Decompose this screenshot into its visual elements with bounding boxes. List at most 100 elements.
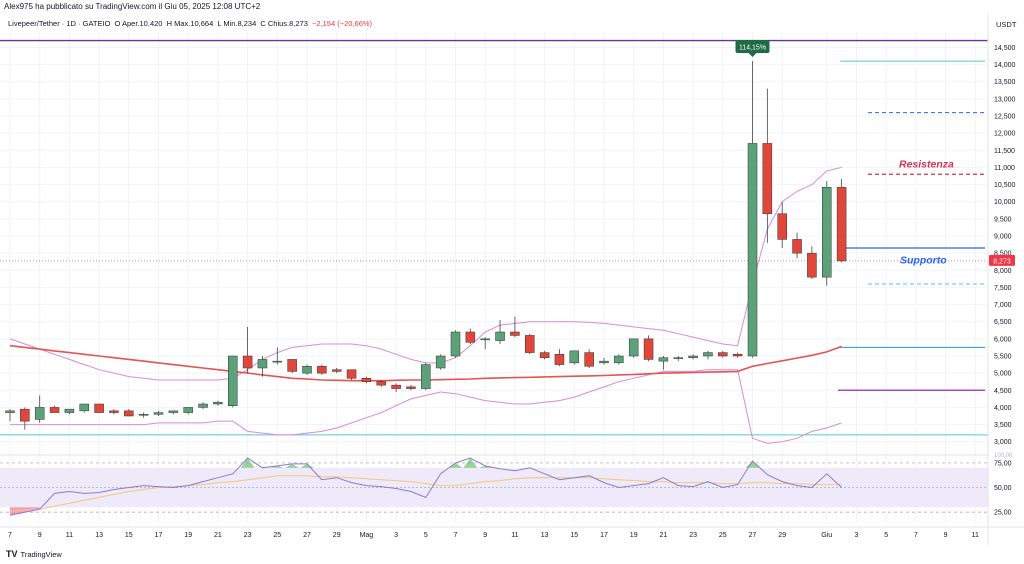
- candle-up: [257, 359, 268, 369]
- last-price-badge-text: 8,273: [993, 258, 1011, 265]
- price-tick-label: 6,500: [994, 319, 1012, 326]
- price-tick-label: 11,500: [994, 148, 1015, 155]
- time-tick-label: 17: [155, 532, 163, 539]
- time-tick-label: 11: [972, 532, 979, 539]
- tradingview-logo[interactable]: TV TradingView: [6, 549, 62, 559]
- resistance-label: Resistenza: [899, 158, 954, 170]
- candle-up: [480, 338, 490, 341]
- time-tick-label: 27: [303, 532, 311, 539]
- rsi-tick-label: 25,00: [994, 510, 1012, 517]
- candle-up: [79, 403, 89, 412]
- price-tick-label: 8,500: [994, 251, 1012, 258]
- time-tick-label: 3: [394, 532, 398, 539]
- grid-layer: [0, 32, 988, 522]
- rsi-overbought-fill: [300, 463, 314, 468]
- rsi-top-tick-label: 100,00: [994, 453, 1013, 459]
- time-tick-label: 7: [914, 532, 918, 539]
- time-tick-label: 15: [125, 532, 133, 539]
- tradingview-icon: TV: [6, 549, 18, 559]
- candle-up: [822, 187, 832, 278]
- candle-up: [138, 414, 149, 416]
- candle-up: [272, 360, 283, 363]
- time-tick-label: 21: [660, 532, 668, 539]
- time-tick-label: 13: [95, 532, 103, 539]
- candle-up: [599, 360, 609, 364]
- time-tick-label: 25: [719, 532, 727, 539]
- rsi-overbought-fill: [463, 458, 478, 468]
- price-tick-label: 3,000: [994, 439, 1012, 446]
- candle-down: [287, 359, 297, 372]
- rsi-overbought-fill: [478, 465, 493, 468]
- candle-up: [628, 338, 639, 357]
- candle-down: [465, 331, 476, 343]
- price-tick-label: 7,500: [994, 285, 1012, 292]
- candle-down: [732, 354, 743, 357]
- bollinger-lower-line: [10, 369, 842, 444]
- price-tick-label: 13,000: [994, 96, 1016, 103]
- symbol-info-bar: Livepeer/Tether · 1D · GATEIO O Aper.10,…: [8, 19, 374, 28]
- candle-down: [807, 252, 817, 278]
- candle-down: [836, 187, 847, 262]
- candle-down: [376, 381, 386, 386]
- candle-down: [762, 143, 773, 214]
- time-tick-label: 23: [244, 532, 252, 539]
- peak-badge-pointer: [748, 53, 757, 57]
- candle-up: [168, 410, 179, 413]
- price-tick-label: 11,000: [994, 165, 1015, 172]
- time-tick-label: 7: [454, 532, 458, 539]
- time-tick-label: 3: [854, 532, 858, 539]
- candle-up: [228, 355, 238, 406]
- price-tick-label: 12,000: [994, 131, 1016, 138]
- candle-down: [391, 384, 401, 389]
- price-tick-label: 14,500: [994, 45, 1016, 52]
- candle-down: [109, 410, 119, 413]
- candle-down: [346, 369, 357, 379]
- axes-layer: 14,500 14,000 13,500 13,000 12,500 12,000 11,5…: [0, 14, 1024, 545]
- price-tick-label: 10,500: [994, 182, 1016, 189]
- time-tick-label: 11: [511, 532, 518, 539]
- ohlc-open: O Aper.10,420: [114, 19, 163, 28]
- time-tick-label: 19: [184, 532, 192, 539]
- candle-up: [435, 355, 446, 369]
- rsi-tick-label: 75,00: [994, 460, 1012, 467]
- rsi-overbought-fill: [240, 458, 255, 468]
- candle-down: [317, 366, 327, 374]
- candle-down: [718, 352, 728, 357]
- time-tick-label: 29: [333, 532, 341, 539]
- time-tick-label: 5: [884, 532, 888, 539]
- time-tick-label: 9: [38, 532, 42, 539]
- price-tick-label: 4,500: [994, 388, 1012, 395]
- rsi-overbought-fill: [270, 465, 285, 468]
- candle-down: [331, 369, 342, 372]
- time-tick-label: 5: [424, 532, 428, 539]
- candle-down: [792, 239, 802, 254]
- candle-up: [673, 357, 683, 359]
- time-tick-label: 13: [541, 532, 549, 539]
- candle-down: [242, 355, 253, 369]
- symbol-name[interactable]: Livepeer/Tether · 1D · GATEIO: [8, 19, 111, 28]
- time-tick-label: 17: [600, 532, 608, 539]
- rsi-overbought-fill: [448, 462, 463, 468]
- rsi-overbought-fill: [285, 463, 300, 468]
- candle-up: [198, 403, 208, 408]
- time-tick-label: 11: [66, 532, 73, 539]
- rsi-ma-line: [9, 475, 842, 512]
- price-tick-label: 10,000: [994, 199, 1016, 206]
- ohlc-low: L Min.8,234: [217, 19, 257, 28]
- candle-up: [569, 350, 580, 364]
- time-tick-label: 27: [749, 532, 757, 539]
- rsi-oversold-fill: [10, 507, 40, 516]
- currency-label[interactable]: USDT: [996, 20, 1017, 29]
- candle-up: [688, 355, 698, 358]
- candle-up: [34, 407, 45, 420]
- time-tick-label: 25: [273, 532, 281, 539]
- candle-down: [510, 331, 520, 336]
- time-tick-label: 9: [944, 532, 948, 539]
- candle-down: [94, 403, 104, 413]
- price-change: −2,154 (−20,66%): [312, 19, 373, 28]
- candle-up: [64, 408, 75, 413]
- price-tick-label: 5,000: [994, 371, 1012, 378]
- candle-down: [554, 354, 565, 365]
- candle-down: [406, 386, 416, 389]
